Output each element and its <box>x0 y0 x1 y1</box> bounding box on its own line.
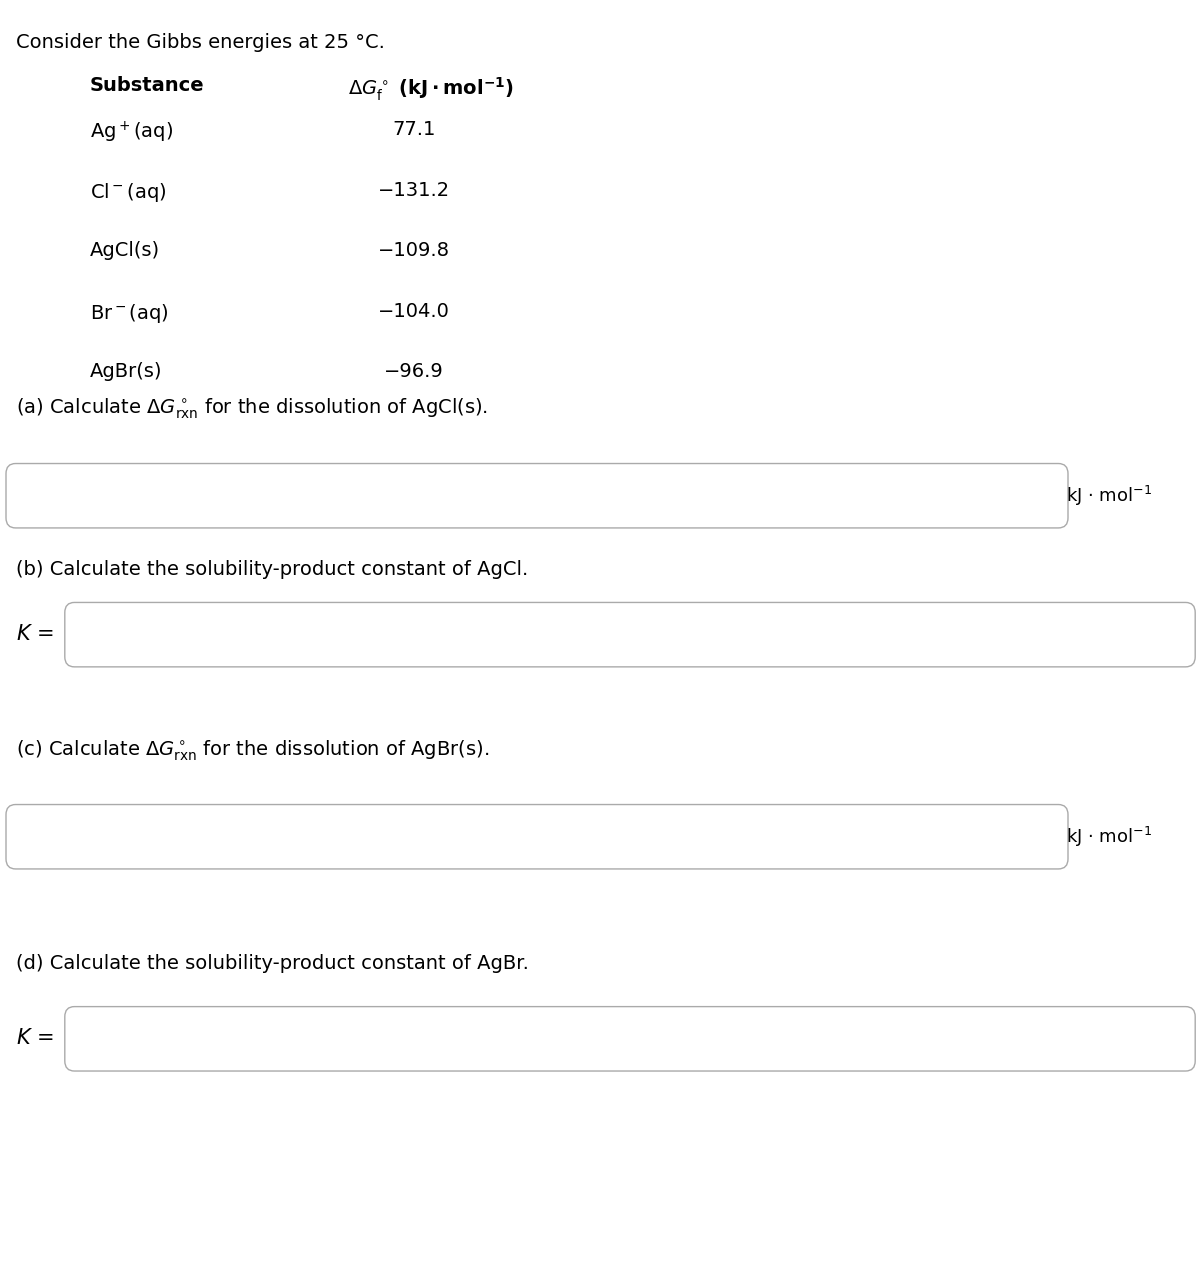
Text: Br$^-$(aq): Br$^-$(aq) <box>90 302 169 325</box>
FancyBboxPatch shape <box>65 1007 1195 1071</box>
Text: −131.2: −131.2 <box>378 181 450 200</box>
Text: −109.8: −109.8 <box>378 241 450 260</box>
Text: −96.9: −96.9 <box>384 362 444 381</box>
Text: 77.1: 77.1 <box>392 120 436 139</box>
Text: Cl$^-$(aq): Cl$^-$(aq) <box>90 181 167 203</box>
Text: (d) Calculate the solubility-product constant of AgBr.: (d) Calculate the solubility-product con… <box>16 954 528 973</box>
FancyBboxPatch shape <box>6 805 1068 869</box>
Text: (a) Calculate $\Delta G^\circ_{\mathrm{rxn}}$ for the dissolution of AgCl(s).: (a) Calculate $\Delta G^\circ_{\mathrm{r… <box>16 397 487 421</box>
FancyBboxPatch shape <box>6 464 1068 528</box>
Text: Substance: Substance <box>90 76 205 95</box>
Text: AgBr(s): AgBr(s) <box>90 362 162 381</box>
Text: AgCl(s): AgCl(s) <box>90 241 160 260</box>
Text: Consider the Gibbs energies at 25 °C.: Consider the Gibbs energies at 25 °C. <box>16 33 384 52</box>
Text: $\Delta G^\circ_\mathrm{f}\ \mathbf{(kJ \cdot mol^{-1})}$: $\Delta G^\circ_\mathrm{f}\ \mathbf{(kJ … <box>348 76 514 104</box>
FancyBboxPatch shape <box>65 602 1195 667</box>
Text: $K$ =: $K$ = <box>16 624 53 644</box>
Text: kJ $\cdot$ mol$^{-1}$: kJ $\cdot$ mol$^{-1}$ <box>1066 825 1152 850</box>
Text: Ag$^+$(aq): Ag$^+$(aq) <box>90 120 173 145</box>
Text: −104.0: −104.0 <box>378 302 450 321</box>
Text: kJ $\cdot$ mol$^{-1}$: kJ $\cdot$ mol$^{-1}$ <box>1066 484 1152 509</box>
Text: (c) Calculate $\Delta G^\circ_{\mathrm{rxn}}$ for the dissolution of AgBr(s).: (c) Calculate $\Delta G^\circ_{\mathrm{r… <box>16 739 488 763</box>
Text: (b) Calculate the solubility-product constant of AgCl.: (b) Calculate the solubility-product con… <box>16 560 528 578</box>
Text: $K$ =: $K$ = <box>16 1028 53 1048</box>
